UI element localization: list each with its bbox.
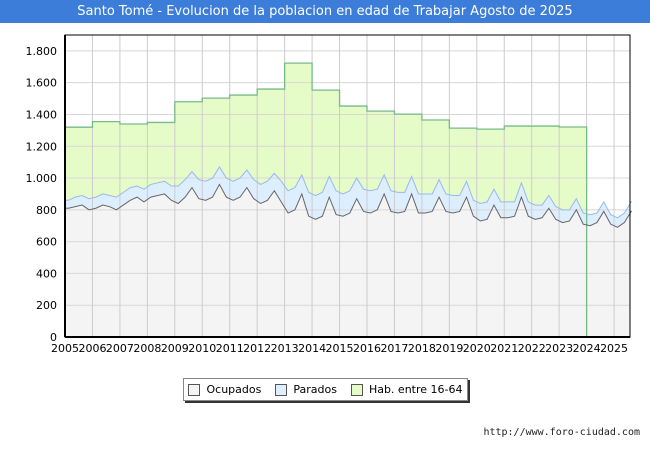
legend-item-ocupados: Ocupados	[188, 383, 261, 396]
x-tick-label: 2009	[161, 342, 189, 355]
x-tick-label: 2005	[51, 342, 79, 355]
parados-line	[65, 165, 633, 219]
x-tick-label: 2013	[271, 342, 299, 355]
x-tick-label: 2016	[353, 342, 381, 355]
y-tick-label: 0	[50, 331, 57, 344]
x-tick-label: 2018	[408, 342, 436, 355]
hab-line	[65, 62, 588, 337]
y-tick-label: 1.800	[26, 45, 58, 58]
legend-swatch-parados	[275, 383, 288, 396]
legend-item-parados: Parados	[275, 383, 337, 396]
legend: Ocupados Parados Hab. entre 16-64	[183, 378, 468, 401]
legend-label: Parados	[293, 383, 337, 396]
x-tick-label: 2010	[188, 342, 216, 355]
x-tick-label: 2011	[216, 342, 244, 355]
x-tick-label: 2023	[545, 342, 573, 355]
ocupados-area	[65, 184, 632, 337]
chart-title: Santo Tomé - Evolucion de la poblacion e…	[0, 0, 650, 23]
y-tick-label: 600	[36, 236, 57, 249]
y-tick-label: 800	[36, 204, 57, 217]
x-tick-label: 2024	[573, 342, 601, 355]
y-tick-label: 200	[36, 299, 57, 312]
x-tick-label: 2014	[298, 342, 326, 355]
x-tick-label: 2025	[600, 342, 628, 355]
chart: 0 200 400 600 800 1.000 1.200 1.400 1.600 1.800 20…	[26, 34, 633, 355]
legend-swatch-hab	[350, 383, 363, 396]
parados-area	[65, 166, 632, 228]
source-url: http://www.foro-ciudad.com	[483, 427, 640, 438]
x-tick-label: 2012	[243, 342, 271, 355]
y-tick-label: 1.600	[26, 77, 58, 90]
x-tick-label: 2019	[435, 342, 463, 355]
legend-swatch-ocupados	[188, 383, 201, 396]
y-tick-label: 1.400	[26, 108, 58, 121]
x-tick-label: 2006	[78, 342, 106, 355]
y-tick-label: 1.000	[26, 172, 58, 185]
legend-label: Ocupados	[206, 383, 262, 396]
ocupados-line	[65, 183, 633, 228]
x-tick-label: 2021	[490, 342, 518, 355]
y-tick-label: 400	[36, 267, 57, 280]
x-tick-label: 2022	[518, 342, 546, 355]
legend-label: Hab. entre 16-64	[368, 383, 463, 396]
x-tick-label: 2007	[106, 342, 134, 355]
x-tick-label: 2008	[133, 342, 161, 355]
legend-item-hab: Hab. entre 16-64	[350, 383, 463, 396]
y-tick-label: 1.200	[26, 140, 58, 153]
x-tick-label: 2020	[463, 342, 491, 355]
x-tick-label: 2015	[326, 342, 354, 355]
x-tick-label: 2017	[380, 342, 408, 355]
